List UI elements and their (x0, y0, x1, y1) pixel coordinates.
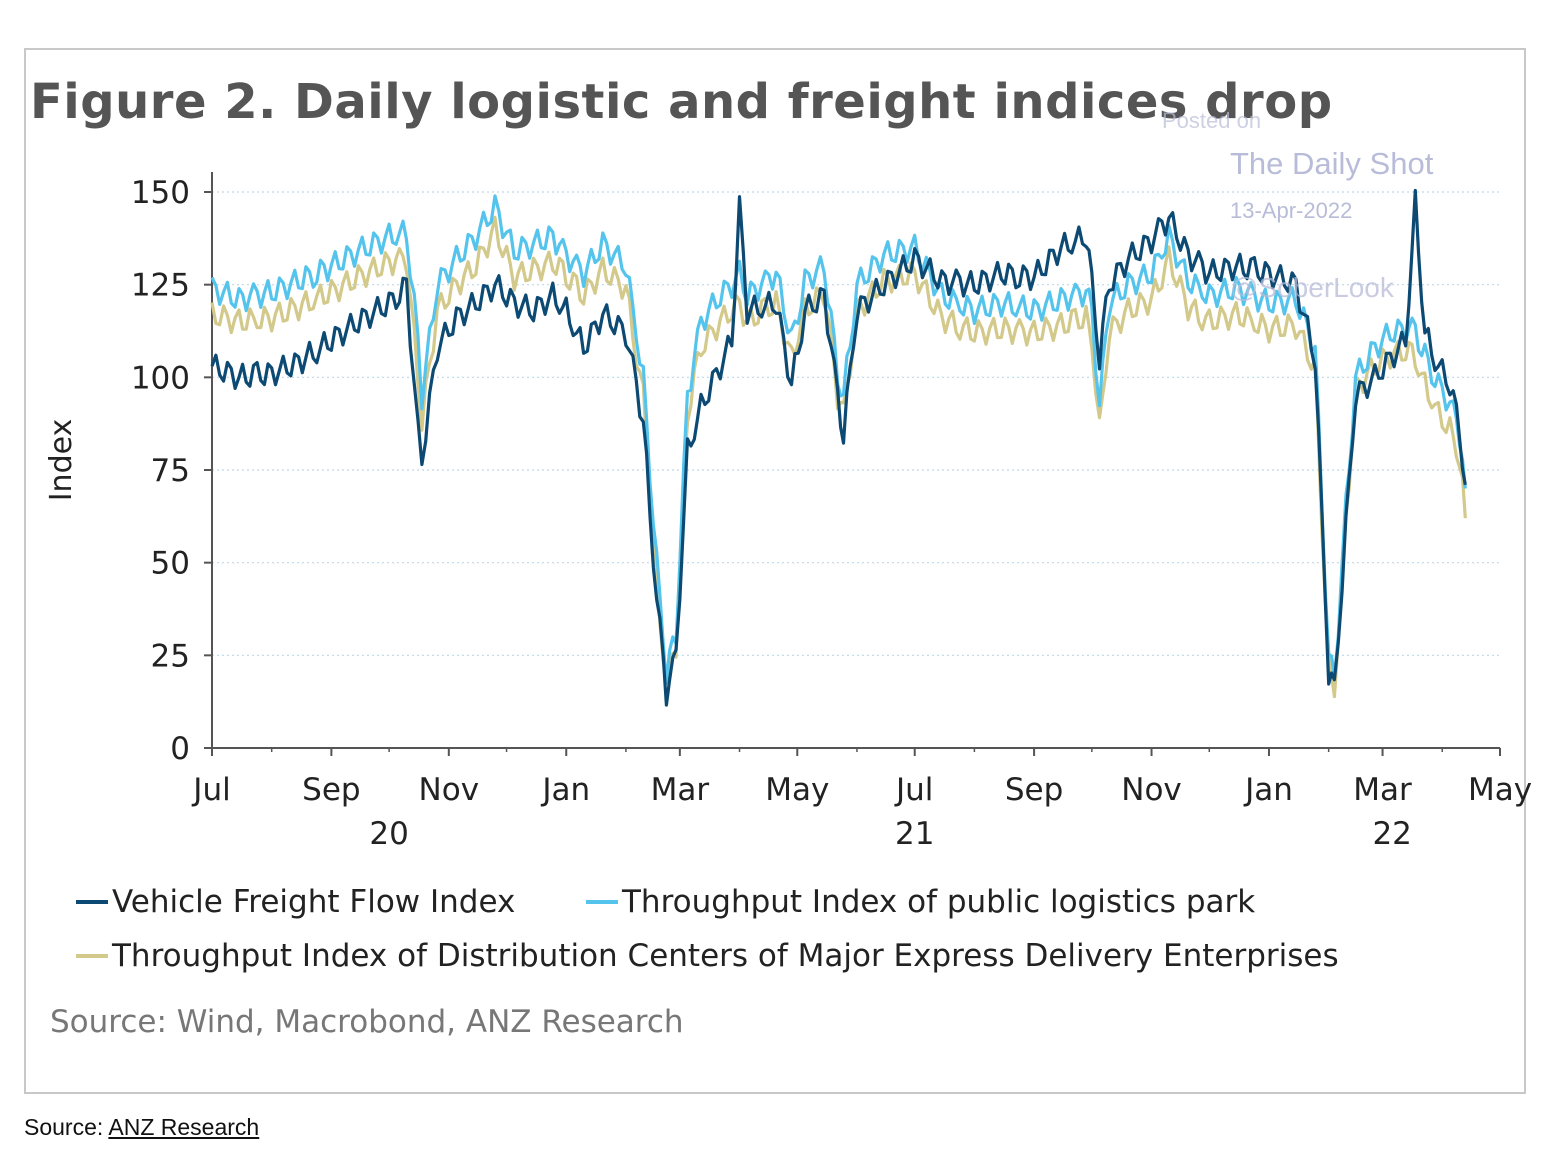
y-tick-label-150: 150 (131, 175, 190, 211)
x-tick-label-2: Nov (419, 772, 480, 808)
legend-label-logistics-park: Throughput Index of public logistics par… (622, 884, 1256, 920)
legend-item-express-delivery: Throughput Index of Distribution Centers… (76, 938, 1339, 974)
x-tick-label-10: Mar (1353, 772, 1412, 808)
legend-item-vehicle-freight: Vehicle Freight Flow Index (76, 884, 515, 920)
y-tick-label-125: 125 (131, 268, 190, 304)
y-tick-label-0: 0 (170, 731, 190, 767)
tick-labels: 0 25 50 75 100 125 150 Jul Sep Nov Jan Mar May Jul Sep… (131, 175, 1532, 852)
watermark-daily-shot: The Daily Shot (1230, 146, 1434, 181)
series-layer (210, 188, 1467, 707)
y-tick-label-25: 25 (151, 638, 190, 674)
chart-title: Figure 2. Daily logistic and freight ind… (30, 74, 1333, 130)
series-line-logistics-park (210, 194, 1467, 685)
y-tick-label-75: 75 (151, 453, 190, 489)
chart-source-note: Source: Wind, Macrobond, ANZ Research (50, 1004, 684, 1040)
y-tick-label-100: 100 (131, 360, 190, 396)
watermark-date: 13-Apr-2022 (1230, 198, 1353, 223)
x-year-label-1: 21 (895, 816, 934, 852)
page-source-line: Source: ANZ Research (24, 1114, 259, 1141)
x-year-label-0: 20 (369, 816, 408, 852)
footer-source-prefix: Source: (24, 1114, 104, 1140)
legend-label-express-delivery: Throughput Index of Distribution Centers… (112, 938, 1339, 974)
legend-swatch-express-delivery (76, 954, 108, 958)
x-tick-label-7: Sep (1005, 772, 1063, 808)
axis-layer (204, 172, 1501, 756)
legend-swatch-logistics-park (586, 900, 618, 904)
series-line-vehicle-freight (210, 188, 1467, 707)
chart-frame (24, 48, 1526, 1094)
x-tick-label-1: Sep (302, 772, 360, 808)
watermark-handle: @SoberLook (1230, 272, 1394, 303)
watermark-posted-on: Posted on (1162, 108, 1262, 133)
x-tick-label-5: May (765, 772, 829, 808)
legend-swatch-vehicle-freight (76, 900, 108, 904)
legend-label-vehicle-freight: Vehicle Freight Flow Index (112, 884, 516, 920)
x-tick-label-8: Nov (1121, 772, 1182, 808)
x-tick-label-3: Jan (540, 772, 590, 808)
x-tick-label-4: Mar (651, 772, 710, 808)
x-year-label-2: 22 (1372, 816, 1411, 852)
x-tick-label-11: May (1468, 772, 1532, 808)
y-axis-label: Index (44, 418, 79, 502)
legend-item-logistics-park: Throughput Index of public logistics par… (586, 884, 1255, 920)
anz-research-link[interactable]: ANZ Research (108, 1114, 260, 1140)
y-tick-label-50: 50 (151, 546, 190, 582)
x-tick-label-6: Jul (894, 772, 933, 808)
x-tick-label-0: Jul (191, 772, 230, 808)
x-tick-label-9: Jan (1243, 772, 1293, 808)
